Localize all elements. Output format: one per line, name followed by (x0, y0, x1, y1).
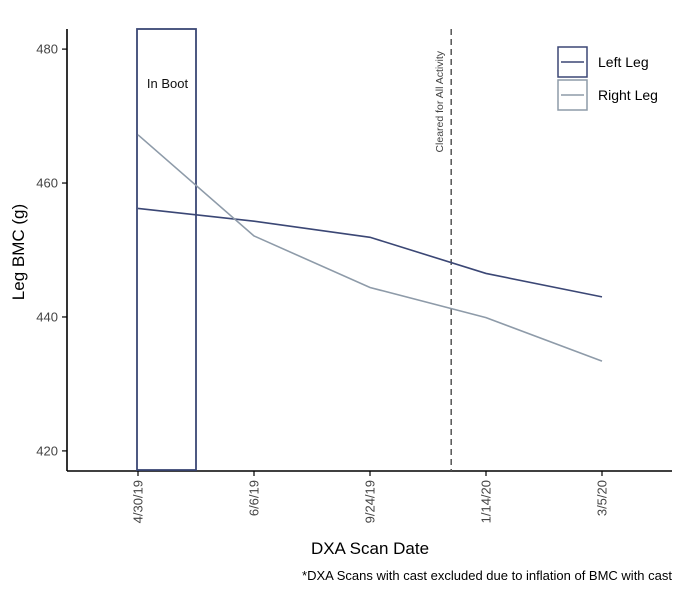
series-lines (137, 134, 603, 362)
y-tick-label: 420 (36, 443, 58, 458)
boot-label: In Boot (147, 76, 189, 91)
legend-label: Right Leg (598, 87, 658, 103)
cleared-label: Cleared for All Activity (434, 50, 446, 152)
y-tick-label: 440 (36, 309, 58, 324)
annotations: In Boot Cleared for All Activity (136, 28, 452, 471)
x-tick-label: 3/5/20 (595, 480, 610, 516)
x-tick-label: 6/6/19 (247, 480, 262, 516)
y-ticks: 420 440 460 480 (36, 42, 67, 458)
x-axis-label: DXA Scan Date (311, 539, 429, 558)
x-ticks: 4/30/19 6/6/19 9/24/19 1/14/20 3/5/20 (131, 471, 610, 523)
footnote: *DXA Scans with cast excluded due to inf… (302, 568, 672, 583)
y-axis-label: Leg BMC (g) (9, 204, 28, 300)
series-line-left-leg (137, 207, 603, 298)
series-line-right-leg (137, 134, 603, 362)
legend: Left Leg Right Leg (557, 46, 658, 111)
x-tick-label: 9/24/19 (363, 480, 378, 523)
x-tick-label: 4/30/19 (131, 480, 146, 523)
legend-label: Left Leg (598, 54, 649, 70)
y-tick-label: 460 (36, 176, 58, 191)
x-tick-label: 1/14/20 (479, 480, 494, 523)
y-tick-label: 480 (36, 42, 58, 57)
boot-box (136, 28, 197, 471)
